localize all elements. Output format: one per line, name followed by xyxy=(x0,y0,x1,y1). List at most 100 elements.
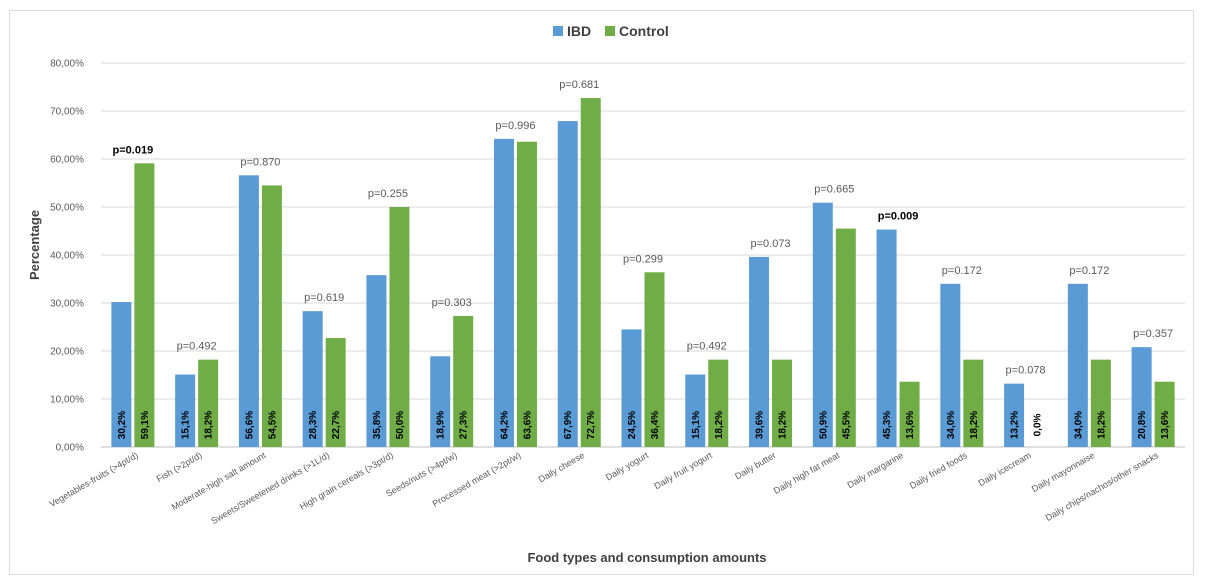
bar-ibd xyxy=(493,138,514,447)
data-label: 18,2% xyxy=(1096,411,1107,439)
data-label: 27,3% xyxy=(459,411,470,439)
y-axis-title: Percentage xyxy=(27,210,42,280)
legend-swatch-ibd xyxy=(553,26,563,36)
x-tick-label: Daily margarine xyxy=(845,450,905,490)
x-axis-title: Food types and consumption amounts xyxy=(527,550,766,565)
data-label: 50,9% xyxy=(818,411,829,439)
data-label: 15,1% xyxy=(691,411,702,439)
x-tick-label: Daily yogurt xyxy=(604,450,651,483)
bar-control xyxy=(261,185,282,447)
data-label: 36,4% xyxy=(650,411,661,439)
data-label: 35,8% xyxy=(372,411,383,439)
p-value-annotations: p=0.019 p=0.492 p=0.870 p=0.619 p=0.255 p=0.3… xyxy=(113,79,1174,377)
data-label: 34,0% xyxy=(946,411,957,439)
bar-ibd xyxy=(812,202,833,447)
y-tick-label: 60,00% xyxy=(50,155,84,166)
data-label: 67,9% xyxy=(563,411,574,439)
data-label: 59,1% xyxy=(140,411,151,439)
bar-control xyxy=(516,141,537,447)
p-value-label: p=0.299 xyxy=(623,253,663,265)
x-tick-label: Daily butter xyxy=(733,450,777,481)
data-label: 13,2% xyxy=(1010,411,1021,439)
bar-control xyxy=(453,315,474,447)
p-value-label: p=0.665 xyxy=(814,184,854,196)
chart-frame xyxy=(9,10,1194,575)
legend-label-ibd: IBD xyxy=(567,23,591,39)
category-labels: Vegetables-fruits (>4pt/d) Fish (>2pt/d)M… xyxy=(48,450,1161,526)
bar-ibd xyxy=(430,356,451,447)
data-label: 72,7% xyxy=(586,411,597,439)
x-tick-label: Daily fruit yogurt xyxy=(652,450,714,491)
y-tick-label: 0,00% xyxy=(56,443,84,454)
bar-ibd xyxy=(366,275,387,447)
data-label: 64,2% xyxy=(499,411,510,439)
data-label: 63,6% xyxy=(522,411,533,439)
data-label: 30,2% xyxy=(117,411,128,439)
x-tick-label: Sweets/Sweetened drinks (>1L/d) xyxy=(209,450,331,526)
p-value-label: p=0.619 xyxy=(304,292,344,304)
data-labels: 30,2% 59,1% 15,1% 18,2% 56,6% 54,5% 28,3% 22,7%… xyxy=(117,411,1171,439)
bar-ibd xyxy=(175,374,196,447)
data-label: 18,2% xyxy=(204,411,215,439)
bar-control xyxy=(198,359,219,447)
y-tick-label: 10,00% xyxy=(50,395,84,406)
p-value-label: p=0.996 xyxy=(495,120,535,132)
data-label: 15,1% xyxy=(181,411,192,439)
bar-ibd xyxy=(302,311,323,447)
y-tick-labels: 0,00% 10,00% 20,00% 30,00% 40,00% 50,00% 60,00… xyxy=(50,59,84,454)
x-tick-label: Vegetables-fruits (>4pt/d) xyxy=(48,450,140,509)
legend-swatch-control xyxy=(605,26,615,36)
data-label: 18,2% xyxy=(969,411,980,439)
bar-ibd xyxy=(749,256,770,447)
bar-ibd xyxy=(1004,383,1025,447)
bar-control xyxy=(580,98,601,447)
data-label: 45,5% xyxy=(841,411,852,439)
p-value-label: p=0.357 xyxy=(1133,328,1173,340)
data-label: 28,3% xyxy=(308,411,319,439)
data-label: 18,2% xyxy=(778,411,789,439)
bar-ibd xyxy=(876,229,897,447)
bar-control xyxy=(1090,359,1111,447)
p-value-label: p=0.073 xyxy=(750,238,790,250)
y-tick-label: 50,00% xyxy=(50,203,84,214)
x-tick-label: Daily icecream xyxy=(976,450,1032,488)
x-tick-label: Daily cheese xyxy=(537,450,587,484)
p-value-label: p=0.172 xyxy=(942,265,982,277)
y-tick-label: 70,00% xyxy=(50,107,84,118)
bar-ibd xyxy=(1131,347,1152,447)
bar-control xyxy=(899,381,920,447)
x-tick-label: Daily chips/nachos/other snacks xyxy=(1044,450,1161,523)
p-value-label: p=0.870 xyxy=(240,156,280,168)
data-label: 34,0% xyxy=(1073,411,1084,439)
legend: IBD Control xyxy=(553,23,669,39)
y-tick-label: 20,00% xyxy=(50,347,84,358)
x-tick-label: Daily fried foods xyxy=(908,450,969,491)
data-label: 18,2% xyxy=(714,411,725,439)
p-value-label: p=0.172 xyxy=(1069,265,1109,277)
data-label: 24,5% xyxy=(627,411,638,439)
p-value-label: p=0.492 xyxy=(177,341,217,353)
p-value-label: p=0.078 xyxy=(1006,365,1046,377)
p-value-label: p=0.009 xyxy=(878,211,919,223)
bar-ibd xyxy=(685,374,706,447)
bar-ibd xyxy=(238,175,259,447)
data-label: 39,6% xyxy=(755,411,766,439)
data-label: 18,9% xyxy=(436,411,447,439)
p-value-label: p=0.681 xyxy=(559,79,599,91)
p-value-label: p=0.303 xyxy=(432,297,472,309)
y-tick-label: 30,00% xyxy=(50,299,84,310)
bar-control xyxy=(1154,381,1175,447)
y-tick-label: 40,00% xyxy=(50,251,84,262)
bar-control xyxy=(644,272,665,447)
bar-control xyxy=(325,338,346,447)
bar-control xyxy=(389,207,410,447)
data-label: 50,0% xyxy=(395,411,406,439)
p-value-label: p=0.019 xyxy=(113,144,154,156)
x-tick-label: Fish (>2pt/d) xyxy=(155,450,204,484)
data-label: 20,8% xyxy=(1137,411,1148,439)
bar-ibd xyxy=(557,121,578,447)
data-label: 54,5% xyxy=(267,411,278,439)
bar-ibd xyxy=(621,329,642,447)
x-tick-label: Daily high fat meat xyxy=(772,450,842,496)
